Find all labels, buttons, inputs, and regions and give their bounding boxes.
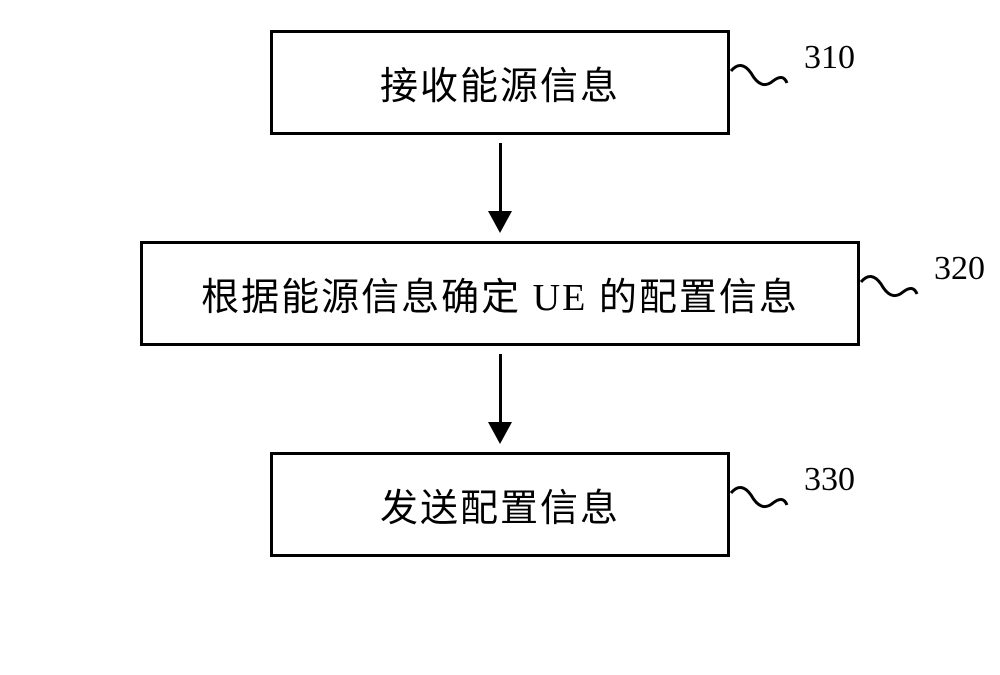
flow-step-3-ref: 330: [804, 461, 855, 499]
squiggle-connector-3: [729, 483, 789, 519]
flow-step-1-label: 接收能源信息: [380, 55, 620, 110]
flow-step-1-ref: 310: [804, 39, 855, 77]
arrow-head-icon: [488, 422, 512, 444]
flow-step-3: 发送配置信息 330: [270, 452, 730, 557]
squiggle-connector-2: [859, 272, 919, 308]
flow-step-3-label: 发送配置信息: [380, 477, 620, 532]
flow-step-2-ref: 320: [934, 250, 985, 288]
arrow-line: [499, 354, 502, 424]
arrow-head-icon: [488, 211, 512, 233]
squiggle-connector-1: [729, 61, 789, 97]
flowchart-container: 接收能源信息 310 根据能源信息确定 UE 的配置信息 320 发送配置信息: [140, 30, 860, 557]
flow-step-2-label: 根据能源信息确定 UE 的配置信息: [201, 266, 799, 321]
arrow-2: [488, 354, 512, 444]
flow-step-2: 根据能源信息确定 UE 的配置信息 320: [140, 241, 860, 346]
arrow-line: [499, 143, 502, 213]
flow-step-1: 接收能源信息 310: [270, 30, 730, 135]
arrow-1: [488, 143, 512, 233]
